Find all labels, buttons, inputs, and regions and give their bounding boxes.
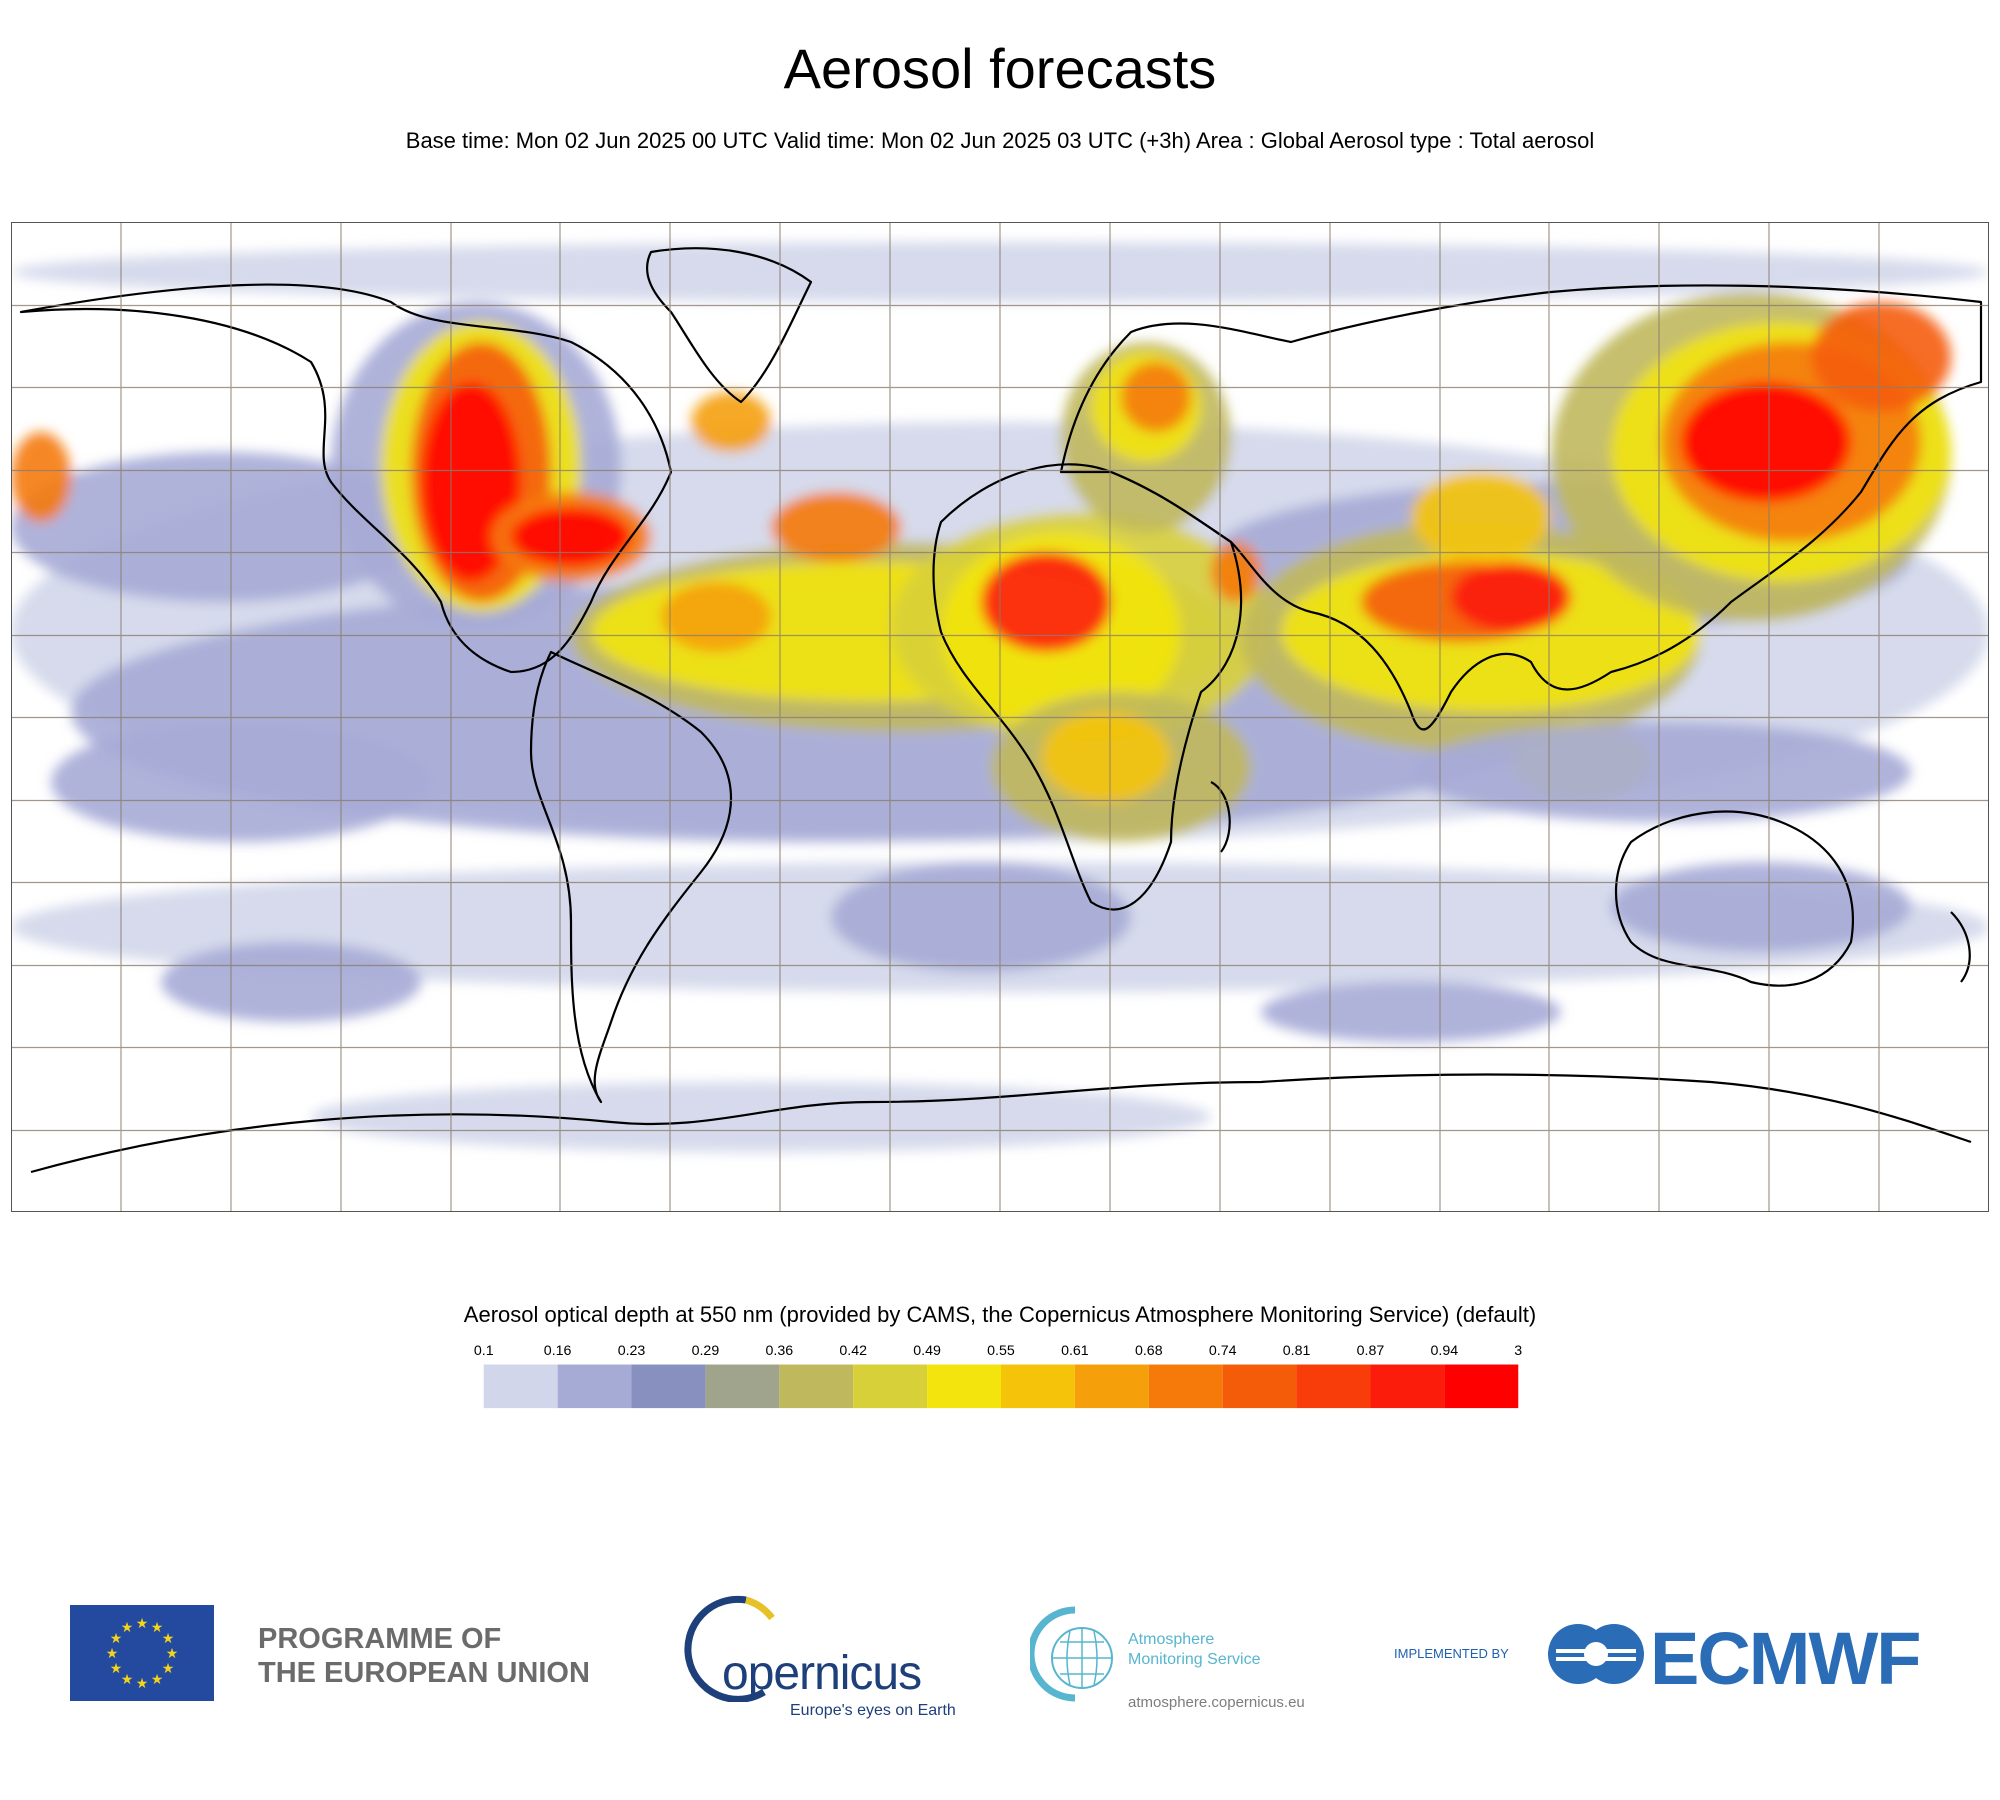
colorbar-tick: 0.55 [987,1343,1015,1359]
map-frame [11,222,1989,1212]
page-title: Aerosol forecasts [783,37,1217,100]
colorbar-tick: 0.81 [1283,1343,1311,1359]
colorbar-segment [483,1364,558,1409]
aerosol-patch [1681,382,1851,502]
aerosol-patch [831,862,1131,972]
cams-url: atmosphere.copernicus.eu [1128,1694,1305,1711]
colorbar-tick: 0.23 [618,1343,646,1359]
colorbar-segment [1444,1364,1519,1409]
cams-line-1: Atmosphere [1128,1631,1215,1648]
aerosol-patch [51,722,431,842]
aerosol-patch [1811,302,1951,412]
aerosol-patch [981,552,1111,652]
aerosol-patch [771,492,901,562]
cams-name: Atmosphere Monitoring Service [1128,1630,1261,1670]
aerosol-patch [11,432,71,522]
colorbar-segment [631,1364,706,1409]
colorbar-tick: 0.87 [1357,1343,1385,1359]
colorbar-segment [1370,1364,1445,1409]
aerosol-patch [1611,862,1911,952]
colorbar-segment [705,1364,780,1409]
colorbar-tick: 0.74 [1209,1343,1237,1359]
ecmwf-symbol-icon [1548,1624,1644,1684]
cams-line-2: Monitoring Service [1128,1651,1261,1668]
aerosol-patch [1041,712,1171,802]
colorbar-segment [1074,1364,1149,1409]
eu-star-icon: ★ [151,1619,164,1635]
colorbar-tick: 0.94 [1431,1343,1459,1359]
colorbar-tick: 0.29 [692,1343,720,1359]
ecmwf-wordmark: ECMWF [1650,1617,1921,1700]
eu-programme-text: PROGRAMME OF THE EUROPEAN UNION [258,1622,590,1690]
colorbar-segment [853,1364,928,1409]
colorbar-segment [1222,1364,1297,1409]
eu-star-icon: ★ [151,1671,164,1687]
colorbar-tick: 0.36 [765,1343,793,1359]
aerosol-patch [1451,562,1571,632]
coastline [1615,810,1854,987]
forecast-subtitle: Base time: Mon 02 Jun 2025 00 UTC Valid … [405,128,1595,153]
colorbar-tick: 0.42 [839,1343,867,1359]
colorbar-segment [927,1364,1001,1409]
colorbar-segment [1296,1364,1371,1409]
footer-logos: ★ ★ ★ ★ ★ ★ ★ ★ ★ ★ ★ ★ PROGRAMME OF THE EUROPEAN U… [0,1590,2000,1730]
coastline [1059,284,1983,731]
eu-star-icon: ★ [110,1630,123,1646]
cams-globe-icon [1030,1606,1113,1702]
coastline [1210,781,1971,983]
eu-star-icon: ★ [121,1671,134,1687]
eu-star-icon: ★ [110,1660,123,1676]
implemented-by-label: IMPLEMENTED BY [1394,1646,1509,1661]
eu-line-1: PROGRAMME OF [258,1623,502,1655]
aerosol-map [11,222,1989,1212]
eu-star-icon: ★ [166,1645,179,1661]
colorbar-tick: 0.61 [1061,1343,1089,1359]
aerosol-patch [1121,362,1191,432]
colorbar: 0.1 0.16 0.23 0.29 0.36 0.42 0.49 0.55 0.61 0.68 0… [474,1343,1522,1409]
aerosol-patch [1261,982,1561,1042]
copernicus-swoosh-icon [684,1595,775,1702]
colorbar-tick: 0.49 [913,1343,941,1359]
eu-star-icon: ★ [162,1630,175,1646]
aerosol-patch [691,392,771,452]
eu-star-icon: ★ [136,1615,149,1631]
colorbar-tick: 0.16 [544,1343,572,1359]
copernicus-wordmark: opernicus [722,1647,922,1700]
colorbar-tick: 3 [1514,1343,1522,1359]
eu-star-icon: ★ [121,1619,134,1635]
colorbar-segment [1001,1364,1075,1409]
eu-star-icon: ★ [136,1675,149,1691]
aerosol-patch [311,1082,1211,1152]
eu-flag-icon: ★ ★ ★ ★ ★ ★ ★ ★ ★ ★ ★ ★ [70,1605,214,1701]
aerosol-patch [511,507,631,567]
colorbar-segment [1148,1364,1223,1409]
aerosol-patch [161,942,421,1022]
coastline [19,283,673,674]
colorbar-tick: 0.68 [1135,1343,1163,1359]
colorbar-title: Aerosol optical depth at 550 nm (provide… [463,1302,1537,1327]
aerosol-patch [1411,472,1551,562]
colorbar-tick: 0.1 [474,1343,494,1359]
eu-line-2: THE EUROPEAN UNION [258,1657,590,1689]
aerosol-patch [1411,722,1911,822]
coastlines [19,247,1983,1174]
aerosol-patch [11,452,431,602]
eu-star-icon: ★ [106,1645,119,1661]
aerosol-patch [661,582,771,652]
colorbar-segment [557,1364,632,1409]
colorbar-segment [779,1364,854,1409]
coastline [30,1073,1972,1174]
eu-star-icon: ★ [162,1660,175,1676]
aerosol-patch [1211,542,1261,602]
coastline [529,650,733,1104]
copernicus-tagline: Europe's eyes on Earth [790,1702,956,1719]
lat-lon-grid [11,222,1989,1212]
